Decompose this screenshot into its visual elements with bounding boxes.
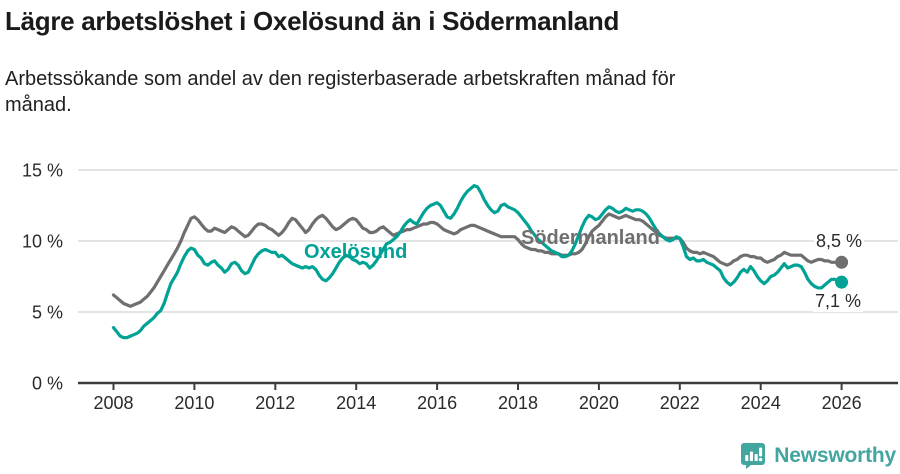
- x-tick-label: 2008: [93, 393, 133, 413]
- newsworthy-logo: Newsworthy: [740, 442, 896, 469]
- y-tick-label: 10 %: [22, 232, 63, 252]
- series-line-Södermanland: [111, 212, 844, 308]
- x-tick-label: 2018: [498, 393, 538, 413]
- y-tick-label: 0 %: [32, 374, 63, 394]
- newsworthy-bubble-icon: [741, 443, 766, 469]
- y-tick-label: 5 %: [32, 303, 63, 323]
- x-tick-label: 2026: [822, 393, 862, 413]
- x-tick-label: 2020: [579, 393, 619, 413]
- x-tick-label: 2012: [255, 393, 295, 413]
- newsworthy-wordmark: Newsworthy: [774, 443, 896, 467]
- end-value-label-sodermanland: 8,5 %: [813, 231, 864, 252]
- x-tick-label: 2016: [417, 393, 457, 413]
- page-subtitle: Arbetssökande som andel av den registerb…: [5, 68, 676, 116]
- end-dot-Oxelösund: [835, 275, 849, 289]
- y-tick-label: 15 %: [22, 161, 63, 181]
- end-value-label-oxelosund: 7,1 %: [812, 291, 863, 312]
- page-title: Lägre arbetslöshet i Oxelösund än i Söde…: [5, 6, 620, 36]
- series-label-sodermanland: Södermanland: [521, 227, 660, 249]
- x-tick-label: 2022: [660, 393, 700, 413]
- series-line-Oxelösund: [111, 184, 844, 340]
- end-dot-Södermanland: [835, 255, 849, 269]
- series-label-oxelosund: Oxelösund: [304, 241, 408, 263]
- x-tick-label: 2024: [741, 393, 781, 413]
- x-tick-label: 2014: [336, 393, 376, 413]
- x-tick-label: 2010: [174, 393, 214, 413]
